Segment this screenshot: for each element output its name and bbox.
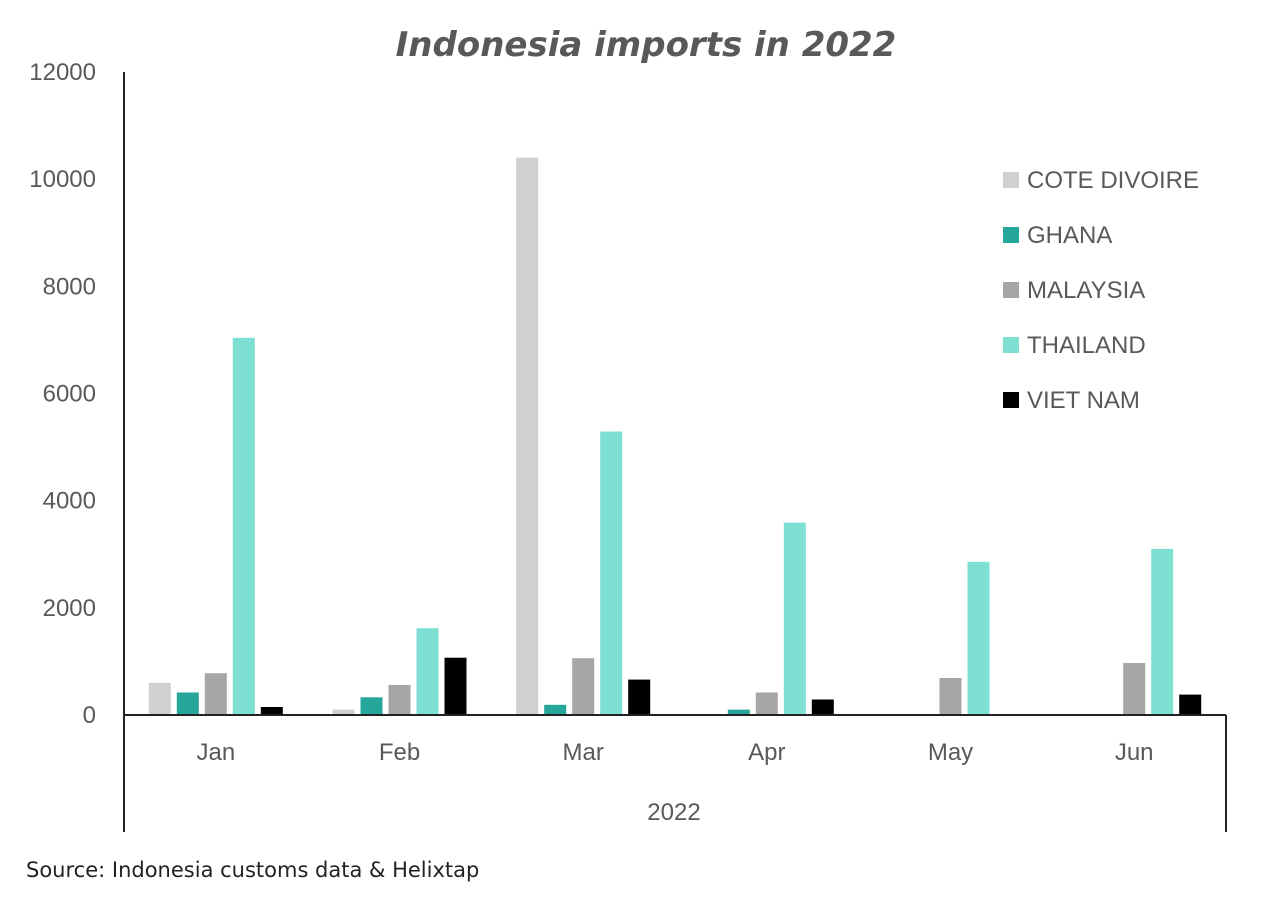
bar-ghana-mar [544, 704, 567, 715]
bar-viet-nam-jun [1179, 694, 1202, 715]
bar-thailand-feb [416, 628, 439, 715]
y-axis-tick-labels: 0 2000 4000 6000 8000 10000 12000 [29, 59, 96, 729]
bar-thailand-may [967, 561, 990, 715]
y-tick-label: 6000 [43, 381, 96, 408]
legend-swatch [1003, 227, 1019, 243]
bar-malaysia-jan [204, 673, 227, 715]
legend-label: VIET NAM [1027, 387, 1140, 414]
bar-malaysia-jun [1123, 663, 1146, 715]
y-tick-label: 10000 [29, 166, 96, 193]
bar-thailand-jan [232, 337, 255, 715]
legend-label: THAILAND [1027, 332, 1146, 359]
bar-chart: Indonesia imports in 2022 0 2000 4000 6000 8… [29, 25, 1227, 832]
chart-title: Indonesia imports in 2022 [396, 25, 897, 65]
bar-ghana-jan [176, 692, 199, 715]
bar-viet-nam-mar [628, 679, 651, 715]
bar-viet-nam-apr [811, 699, 834, 715]
x-tick-label: Apr [748, 739, 785, 766]
legend: COTE DIVOIRE GHANA MALAYSIA THAILAND VIET NA… [1003, 167, 1199, 414]
bars [148, 157, 1202, 715]
source-note: Source: Indonesia customs data & Helixta… [26, 858, 480, 882]
legend-swatch [1003, 282, 1019, 298]
y-tick-label: 12000 [29, 59, 96, 86]
legend-swatch [1003, 337, 1019, 353]
x-tick-label: Jun [1115, 739, 1154, 766]
bar-thailand-mar [600, 431, 623, 715]
y-tick-label: 2000 [43, 595, 96, 622]
legend-swatch [1003, 392, 1019, 408]
bar-malaysia-may [939, 678, 962, 715]
bar-malaysia-mar [572, 658, 595, 715]
bar-cote-divoire-jan [148, 682, 171, 715]
bar-viet-nam-feb [444, 657, 467, 715]
bar-thailand-jun [1151, 548, 1174, 715]
legend-label: GHANA [1027, 222, 1112, 249]
x-tick-label: Jan [196, 739, 235, 766]
legend-label: COTE DIVOIRE [1027, 167, 1199, 194]
x-tick-label: Feb [379, 739, 420, 766]
y-tick-label: 0 [83, 702, 96, 729]
legend-label: MALAYSIA [1027, 277, 1145, 304]
bar-ghana-apr [727, 709, 750, 715]
bar-cote-divoire-mar [516, 157, 539, 715]
bar-viet-nam-jan [260, 707, 283, 715]
bar-ghana-feb [360, 697, 383, 715]
x-axis-tick-labels: Jan Feb Mar Apr May Jun [196, 739, 1153, 766]
y-tick-label: 8000 [43, 273, 96, 300]
legend-swatch [1003, 172, 1019, 188]
bar-malaysia-apr [755, 692, 778, 715]
x-tick-label: Mar [562, 739, 603, 766]
x-tick-label: May [928, 739, 973, 766]
x-axis-group-label: 2022 [647, 799, 700, 826]
bar-thailand-apr [783, 522, 806, 715]
bar-cote-divoire-feb [332, 709, 355, 715]
bar-malaysia-feb [388, 685, 411, 715]
y-tick-label: 4000 [43, 488, 96, 515]
